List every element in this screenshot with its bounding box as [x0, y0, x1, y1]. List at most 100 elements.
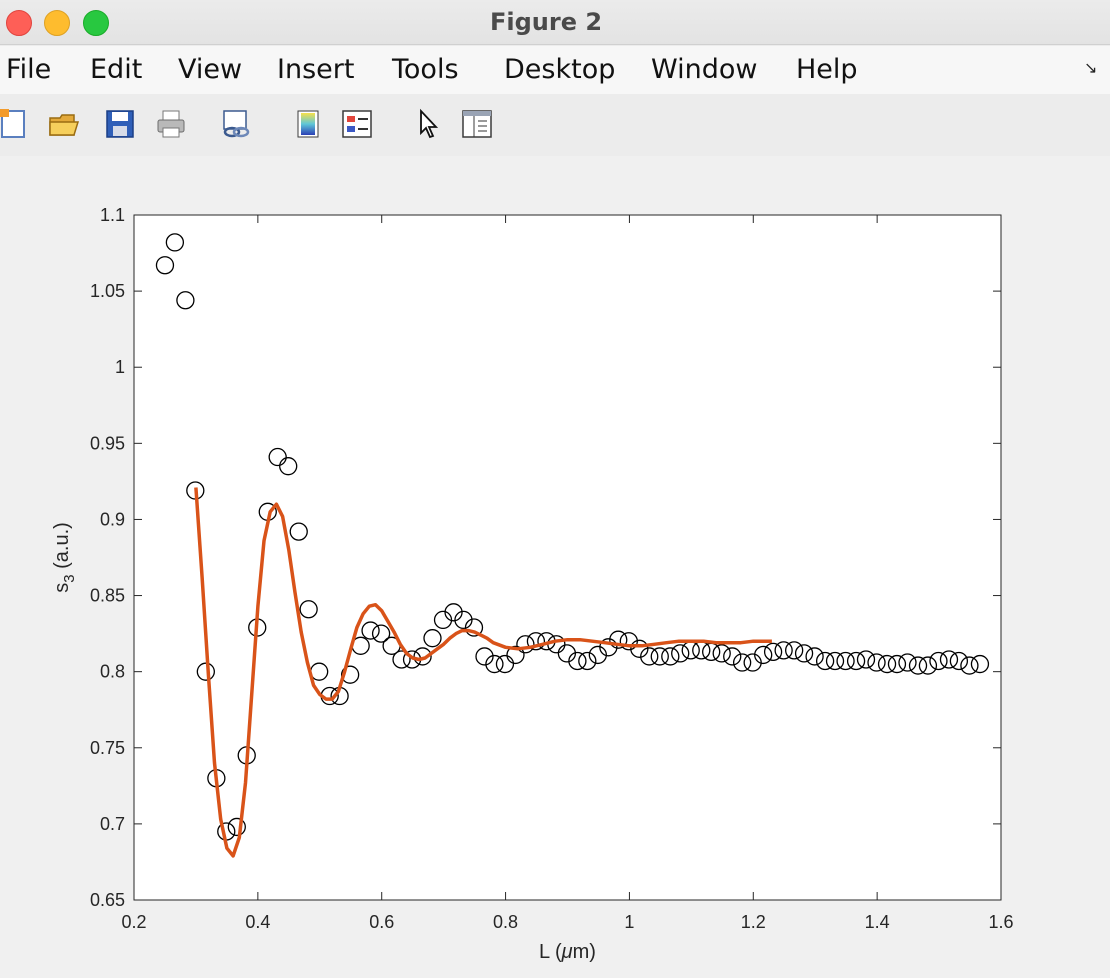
x-tick-label: 0.8 [493, 912, 518, 932]
close-window-button[interactable] [6, 10, 32, 36]
menu-edit[interactable]: Edit [90, 54, 143, 85]
data-point-marker [640, 647, 659, 666]
property-editor-icon[interactable] [461, 108, 493, 140]
y-axis-label-subscript: 3 [61, 574, 78, 582]
y-tick-label: 0.8 [100, 662, 125, 682]
menu-view[interactable]: View [178, 54, 243, 85]
y-tick-label: 1.05 [90, 281, 125, 301]
data-point-marker [371, 624, 391, 643]
data-point-marker [464, 618, 484, 637]
data-point-marker [825, 651, 845, 671]
minimize-window-button[interactable] [44, 10, 70, 36]
data-point-marker [732, 653, 752, 672]
x-axis-label-rest: m) [573, 941, 596, 963]
data-point-marker [815, 651, 835, 671]
y-tick-label: 0.7 [100, 814, 125, 834]
data-point-marker [794, 644, 814, 663]
print-icon[interactable] [155, 108, 187, 140]
menu-tools[interactable]: Tools [392, 54, 459, 85]
menu-bar: File Edit View Insert Tools Desktop Wind… [0, 46, 1110, 137]
data-point-marker [939, 650, 959, 669]
data-point-marker [578, 651, 597, 671]
data-point-marker [630, 639, 649, 658]
data-point-marker [444, 603, 463, 622]
y-tick-label: 0.95 [90, 433, 125, 453]
data-point-marker [609, 630, 628, 649]
menu-help[interactable]: Help [796, 54, 858, 85]
fit-curve-line [194, 487, 772, 858]
data-point-marker [475, 647, 494, 666]
save-icon[interactable] [104, 108, 136, 140]
y-axis-label-rest: (a.u.) [51, 522, 73, 574]
figure-area: 0.2 0.4 0.6 0.8 1 1.2 1.4 1.6 0.65 0.7 0.75 0.8 0.85… [0, 156, 1110, 978]
data-point-marker [805, 647, 824, 666]
data-point-marker [918, 656, 938, 675]
dock-arrow-icon[interactable]: ↘ [1084, 60, 1098, 77]
data-point-marker [661, 647, 680, 666]
data-point-marker [289, 522, 308, 541]
data-point-marker [516, 635, 535, 654]
edit-plot-pointer-icon[interactable] [414, 108, 446, 140]
x-axis-label-main: L ( [539, 941, 562, 963]
menu-file[interactable]: File [6, 54, 52, 85]
new-figure-icon[interactable] [0, 108, 32, 140]
data-point-marker [413, 647, 432, 666]
data-point-marker [196, 662, 215, 681]
data-point-marker [485, 654, 504, 674]
x-tick-label: 0.6 [369, 912, 394, 932]
data-point-marker [836, 651, 855, 671]
open-file-icon[interactable] [48, 108, 80, 140]
y-tick-label: 1 [115, 357, 125, 377]
x-tick-label: 1.2 [741, 912, 766, 932]
plot-svg[interactable]: 0.2 0.4 0.6 0.8 1 1.2 1.4 1.6 0.65 0.7 0.75 0.8 0.85… [0, 156, 1110, 978]
data-point-marker [155, 256, 175, 275]
data-point-marker [299, 600, 318, 619]
data-point-marker [970, 654, 990, 674]
y-tick-label: 0.9 [100, 509, 125, 529]
y-tick-label: 1.1 [100, 205, 125, 225]
plot-axes-box [133, 214, 1002, 901]
legend-icon[interactable] [341, 108, 373, 140]
menu-window[interactable]: Window [651, 54, 758, 85]
data-point-marker [908, 656, 928, 675]
menu-insert[interactable]: Insert [277, 54, 355, 85]
y-axis-label: s3 (a.u.) [51, 522, 78, 593]
window-titlebar: Figure 2 [0, 0, 1110, 45]
data-point-marker [960, 656, 979, 675]
data-point-marker [877, 654, 897, 674]
data-point-marker [712, 644, 731, 663]
data-point-marker [340, 665, 360, 684]
x-tick-label: 0.2 [121, 912, 146, 932]
y-tick-label: 0.85 [90, 586, 125, 606]
x-axis-label: L (μm) [539, 941, 596, 963]
data-point-marker [268, 447, 287, 467]
data-point-marker [526, 632, 546, 651]
data-point-marker [176, 291, 195, 310]
data-point-marker [599, 638, 618, 657]
x-tick-label: 1.6 [988, 912, 1013, 932]
link-plot-icon[interactable] [220, 108, 252, 140]
data-point-marker [423, 629, 442, 648]
data-point-marker [929, 651, 948, 671]
maximize-window-button[interactable] [83, 10, 109, 36]
data-point-marker [887, 654, 907, 674]
data-point-marker [754, 645, 773, 665]
y-axis-label-main: s [51, 583, 73, 593]
menu-desktop[interactable]: Desktop [504, 54, 616, 85]
data-point-marker [568, 651, 587, 671]
data-point-marker [774, 641, 793, 660]
y-tick-label: 0.65 [90, 890, 125, 910]
data-point-marker [949, 651, 969, 671]
data-point-marker [671, 644, 690, 663]
data-point-marker [506, 645, 525, 665]
data-point-marker [650, 647, 669, 666]
colorbar-icon[interactable] [292, 108, 324, 140]
data-point-marker [898, 653, 917, 672]
data-point-marker [846, 651, 866, 671]
data-point-marker [723, 647, 742, 666]
data-point-marker [495, 654, 515, 674]
x-tick-label: 1 [624, 912, 634, 932]
x-tick-label: 0.4 [245, 912, 270, 932]
window-title: Figure 2 [489, 8, 603, 36]
y-tick-label: 0.75 [90, 738, 125, 758]
